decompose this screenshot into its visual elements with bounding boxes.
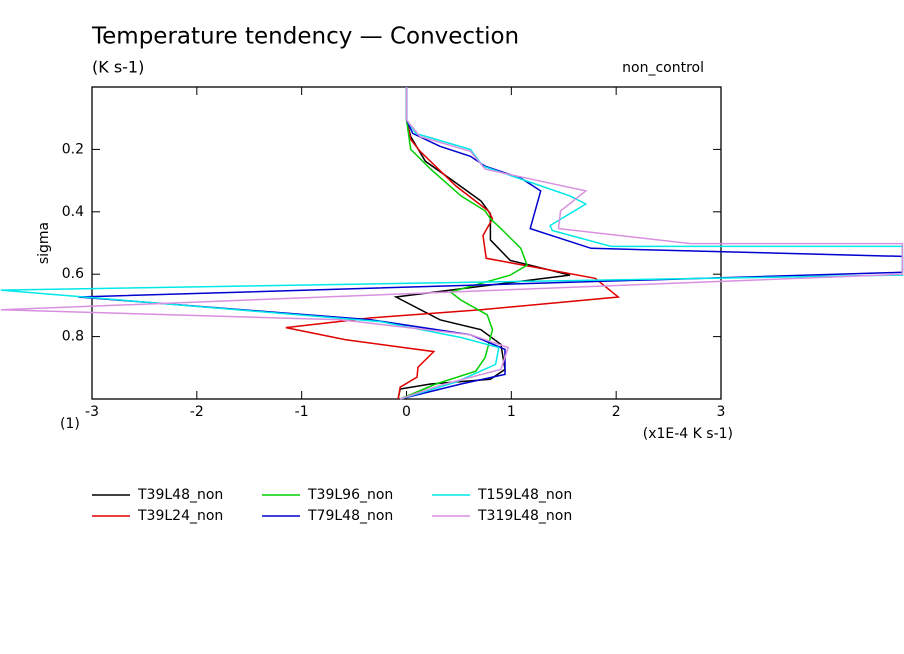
legend-label: T39L24_non — [137, 508, 223, 524]
series-line — [285, 87, 621, 400]
y-axis-label: sigma — [36, 222, 52, 264]
series-line — [393, 87, 571, 400]
series-line — [399, 87, 529, 400]
legend-label: T39L48_non — [137, 487, 223, 503]
x-tick-label: 2 — [612, 404, 621, 420]
legend-label: T159L48_non — [477, 487, 572, 503]
y-tick-label: 0.4 — [62, 204, 84, 220]
legend-label: T39L96_non — [307, 487, 393, 503]
y-tick-label: 0.2 — [62, 141, 84, 157]
x-tick-label: 3 — [717, 404, 726, 420]
chart-title: Temperature tendency — Convection — [91, 24, 519, 50]
x-tick-label: -3 — [85, 404, 99, 420]
x-tick-label: -2 — [190, 404, 204, 420]
series-line — [78, 87, 904, 400]
annotation: non_control — [622, 60, 704, 76]
y-tick-label: 0.8 — [62, 329, 84, 345]
chart-subtitle: (K s-1) — [92, 58, 144, 77]
plot-frame — [91, 86, 722, 400]
x-axis-label: (x1E-4 K s-1) — [643, 426, 733, 442]
x-tick-label: -1 — [295, 404, 309, 420]
series-line — [0, 87, 904, 400]
legend-label: T79L48_non — [307, 508, 393, 524]
y-tick-label: 0.6 — [62, 266, 84, 282]
legend-label: T319L48_non — [477, 508, 572, 524]
x-tick-label: 0 — [402, 404, 411, 420]
x-factor-label: (1) — [60, 416, 80, 432]
series-line — [0, 87, 904, 400]
x-tick-label: 1 — [507, 404, 516, 420]
